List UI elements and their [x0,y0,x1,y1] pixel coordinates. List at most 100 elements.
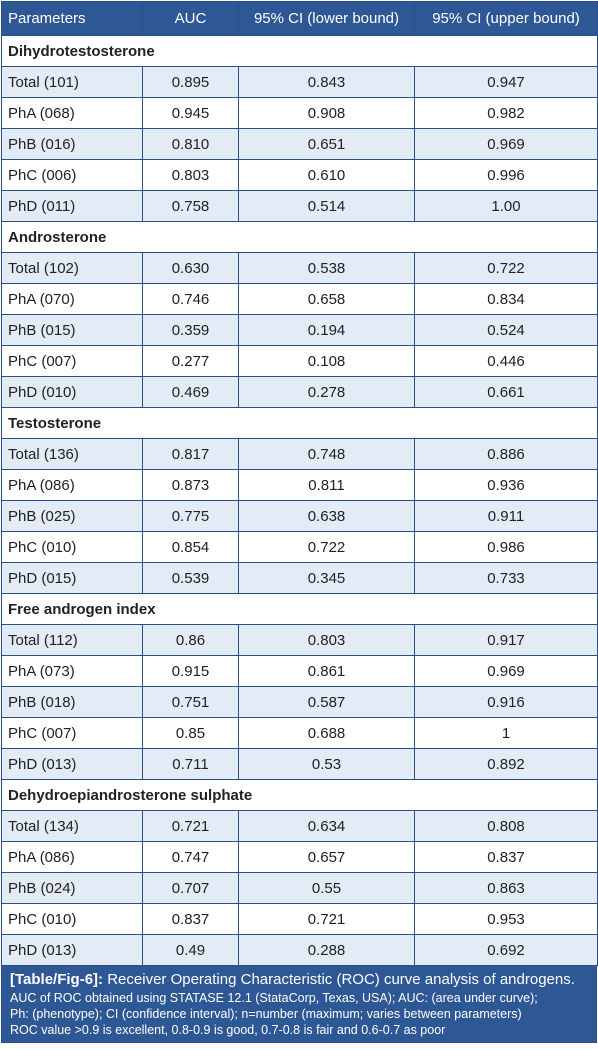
cell-ci-upper: 0.863 [414,872,598,904]
cell-ci-lower: 0.194 [238,314,415,346]
cell-auc: 0.49 [142,934,239,966]
cell-ci-upper: 0.692 [414,934,598,966]
cell-ci-lower: 0.53 [238,748,415,780]
cell-ci-upper: 0.982 [414,97,598,129]
cell-auc: 0.277 [142,345,239,377]
cell-auc: 0.895 [142,66,239,98]
cell-parameter: PhB (024) [1,872,143,904]
cell-auc: 0.915 [142,655,239,687]
cell-auc: 0.854 [142,531,239,563]
cell-ci-lower: 0.345 [238,562,415,594]
group-header-row: Testosterone [1,407,598,439]
cell-parameter: PhA (070) [1,283,143,315]
cell-auc: 0.711 [142,748,239,780]
cell-parameter: PhD (011) [1,190,143,222]
table-row: PhB (024) 0.707 0.55 0.863 [1,872,598,904]
cell-ci-lower: 0.721 [238,903,415,935]
cell-auc: 0.721 [142,810,239,842]
cell-parameter: PhD (010) [1,376,143,408]
table-row: PhA (068) 0.945 0.908 0.982 [1,97,598,129]
cell-auc: 0.751 [142,686,239,718]
cell-ci-lower: 0.908 [238,97,415,129]
table-header-row: Parameters AUC 95% CI (lower bound) 95% … [1,1,598,36]
caption-label: [Table/Fig-6]: [10,971,104,988]
cell-parameter: PhD (013) [1,934,143,966]
header-parameters: Parameters [1,1,143,36]
cell-parameter: PhD (015) [1,562,143,594]
table-row: PhC (010) 0.837 0.721 0.953 [1,903,598,935]
table-row: PhC (006) 0.803 0.610 0.996 [1,159,598,191]
caption-note: ROC value >0.9 is excellent, 0.8-0.9 is … [10,1023,446,1037]
cell-ci-lower: 0.722 [238,531,415,563]
cell-parameter: Total (101) [1,66,143,98]
cell-ci-lower: 0.638 [238,500,415,532]
table-row: PhA (073) 0.915 0.861 0.969 [1,655,598,687]
caption-title-text: Receiver Operating Characteristic (ROC) … [103,971,575,988]
table-body: Dihydrotestosterone Total (101) 0.895 0.843… [1,35,598,966]
cell-auc: 0.86 [142,624,239,656]
table-row: PhA (070) 0.746 0.658 0.834 [1,283,598,315]
cell-parameter: PhB (015) [1,314,143,346]
header-auc: AUC [142,1,239,36]
caption-note: Ph: (phenotype); CI (confidence interval… [10,1007,522,1021]
cell-auc: 0.746 [142,283,239,315]
cell-ci-upper: 0.733 [414,562,598,594]
cell-ci-upper: 0.834 [414,283,598,315]
cell-ci-lower: 0.651 [238,128,415,160]
cell-parameter: PhC (010) [1,903,143,935]
cell-ci-upper: 0.886 [414,438,598,470]
cell-ci-upper: 0.892 [414,748,598,780]
cell-parameter: PhB (016) [1,128,143,160]
table-row: PhC (010) 0.854 0.722 0.986 [1,531,598,563]
cell-ci-lower: 0.514 [238,190,415,222]
cell-ci-lower: 0.587 [238,686,415,718]
cell-auc: 0.803 [142,159,239,191]
cell-ci-lower: 0.55 [238,872,415,904]
table-row: Total (101) 0.895 0.843 0.947 [1,66,598,98]
cell-auc: 0.707 [142,872,239,904]
cell-parameter: Total (102) [1,252,143,284]
cell-ci-upper: 0.936 [414,469,598,501]
table-row: PhB (015) 0.359 0.194 0.524 [1,314,598,346]
cell-ci-upper: 0.947 [414,66,598,98]
cell-ci-upper: 0.722 [414,252,598,284]
cell-ci-upper: 0.524 [414,314,598,346]
table-row: Total (102) 0.630 0.538 0.722 [1,252,598,284]
table-row: PhD (013) 0.711 0.53 0.892 [1,748,598,780]
cell-auc: 0.85 [142,717,239,749]
cell-parameter: PhA (073) [1,655,143,687]
group-title: Free androgen index [1,593,598,625]
group-title: Androsterone [1,221,598,253]
cell-parameter: Total (112) [1,624,143,656]
cell-ci-lower: 0.538 [238,252,415,284]
table-row: PhA (086) 0.873 0.811 0.936 [1,469,598,501]
header-ci-lower: 95% CI (lower bound) [238,1,415,36]
cell-ci-lower: 0.658 [238,283,415,315]
cell-auc: 0.469 [142,376,239,408]
cell-ci-upper: 0.996 [414,159,598,191]
cell-ci-lower: 0.108 [238,345,415,377]
cell-parameter: PhC (006) [1,159,143,191]
cell-auc: 0.775 [142,500,239,532]
table-row: PhC (007) 0.85 0.688 1 [1,717,598,749]
table-row: PhB (025) 0.775 0.638 0.911 [1,500,598,532]
group-title: Dehydroepiandrosterone sulphate [1,779,598,811]
table-row: PhB (016) 0.810 0.651 0.969 [1,128,598,160]
cell-ci-lower: 0.278 [238,376,415,408]
cell-ci-lower: 0.861 [238,655,415,687]
cell-ci-upper: 0.661 [414,376,598,408]
cell-ci-lower: 0.688 [238,717,415,749]
cell-auc: 0.810 [142,128,239,160]
cell-auc: 0.359 [142,314,239,346]
cell-auc: 0.747 [142,841,239,873]
cell-auc: 0.873 [142,469,239,501]
cell-ci-upper: 1.00 [414,190,598,222]
group-header-row: Free androgen index [1,593,598,625]
cell-ci-upper: 0.446 [414,345,598,377]
table-row: PhD (015) 0.539 0.345 0.733 [1,562,598,594]
table-row: PhD (011) 0.758 0.514 1.00 [1,190,598,222]
cell-parameter: PhC (010) [1,531,143,563]
table-row: PhD (010) 0.469 0.278 0.661 [1,376,598,408]
cell-parameter: PhD (013) [1,748,143,780]
cell-parameter: PhA (086) [1,841,143,873]
